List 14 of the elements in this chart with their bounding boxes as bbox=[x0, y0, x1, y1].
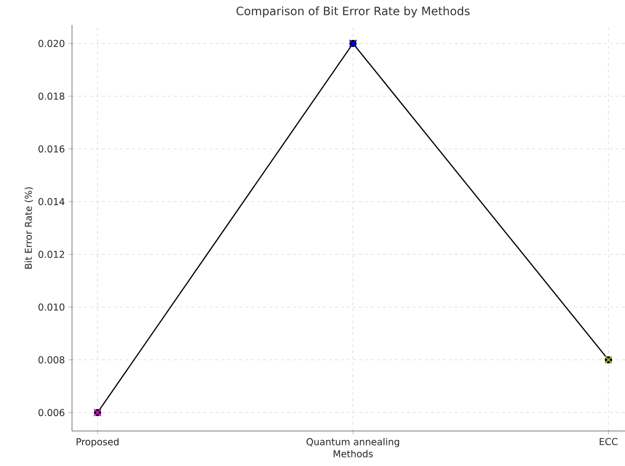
y-tick-label: 0.020 bbox=[38, 40, 64, 48]
y-tick-label: 0.008 bbox=[38, 356, 64, 364]
y-tick-label: 0.012 bbox=[38, 250, 64, 258]
y-tick-label: 0.016 bbox=[38, 145, 64, 152]
y-tick-label: 0.006 bbox=[38, 408, 64, 416]
x-tick-label: Quantum annealing bbox=[306, 438, 400, 448]
chart-title: Comparison of Bit Error Rate by Methods bbox=[236, 6, 470, 18]
y-tick-label: 0.014 bbox=[38, 198, 64, 206]
x-tick-label: ECC bbox=[600, 438, 618, 446]
x-tick-label: Proposed bbox=[76, 438, 118, 448]
x-axis-title: Methods bbox=[334, 450, 373, 458]
y-tick-label: 0.010 bbox=[38, 304, 64, 311]
y-tick-label: 0.018 bbox=[38, 92, 64, 100]
y-axis-title: Bit Error Rate (%) bbox=[24, 187, 34, 269]
